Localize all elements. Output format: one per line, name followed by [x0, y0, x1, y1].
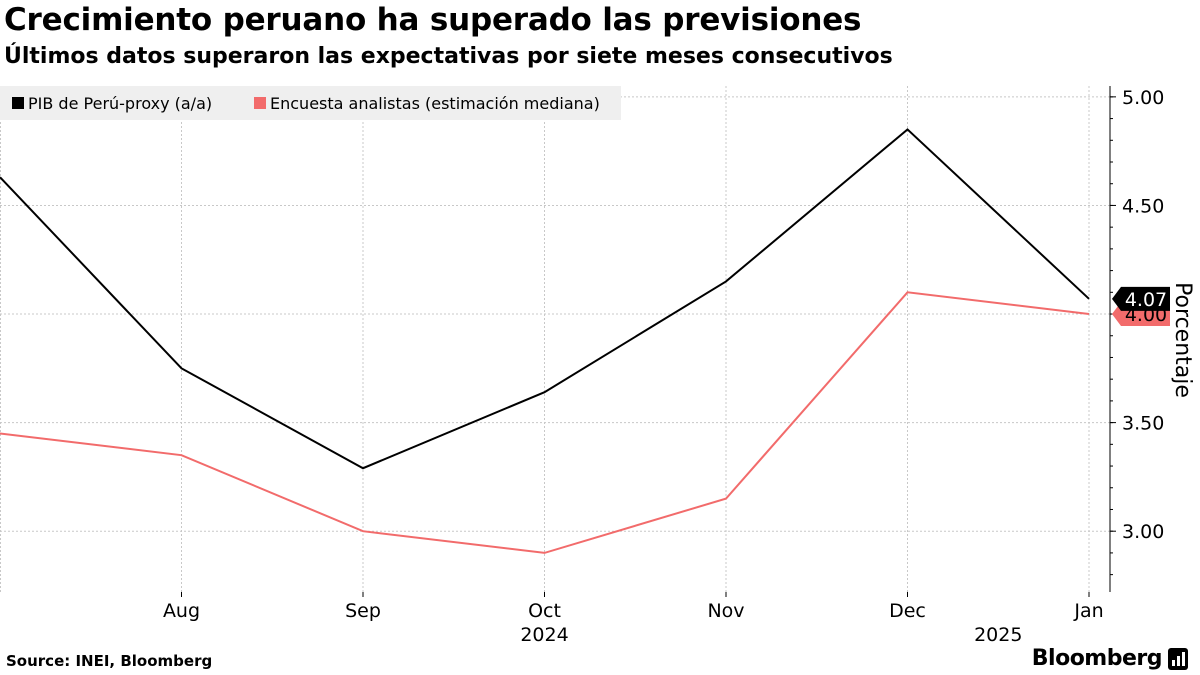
x-tick-label: Jan [1073, 600, 1103, 622]
x-year-label: 2025 [974, 624, 1022, 646]
legend-box [0, 86, 621, 120]
source-note: Source: INEI, Bloomberg [6, 652, 213, 670]
brand-logo: Bloomberg [1032, 646, 1188, 671]
x-tick-label: Dec [889, 600, 926, 622]
x-tick-label: Nov [707, 600, 744, 622]
x-tick-label: Aug [163, 600, 200, 622]
y-tick-label: 5.00 [1122, 87, 1164, 109]
y-tick-label: 3.50 [1122, 413, 1164, 435]
bar-chart-icon [1168, 647, 1188, 670]
x-year-label: 2024 [520, 624, 568, 646]
x-tick-label: Oct [528, 600, 561, 622]
legend-label-pib: PIB de Perú-proxy (a/a) [28, 94, 212, 113]
legend-label-encuesta: Encuesta analistas (estimación mediana) [270, 94, 600, 113]
legend-swatch-encuesta [254, 97, 266, 109]
y-tick-label: 3.00 [1122, 521, 1164, 543]
legend-swatch-pib [12, 97, 24, 109]
last-value-pib-tag [1112, 286, 1170, 311]
series-line-encuesta [0, 291, 1090, 554]
y-axis-title: Porcentaje [1170, 282, 1195, 398]
series-line-pib [0, 128, 1090, 470]
last-value-pib-label: 4.07 [1125, 289, 1167, 311]
brand-name: Bloomberg [1031, 646, 1163, 671]
chart-subtitle: Últimos datos superaron las expectativas… [4, 44, 893, 69]
y-tick-label: 4.50 [1122, 195, 1164, 217]
x-tick-label: Sep [345, 600, 381, 622]
chart-title: Crecimiento peruano ha superado las prev… [4, 2, 862, 38]
